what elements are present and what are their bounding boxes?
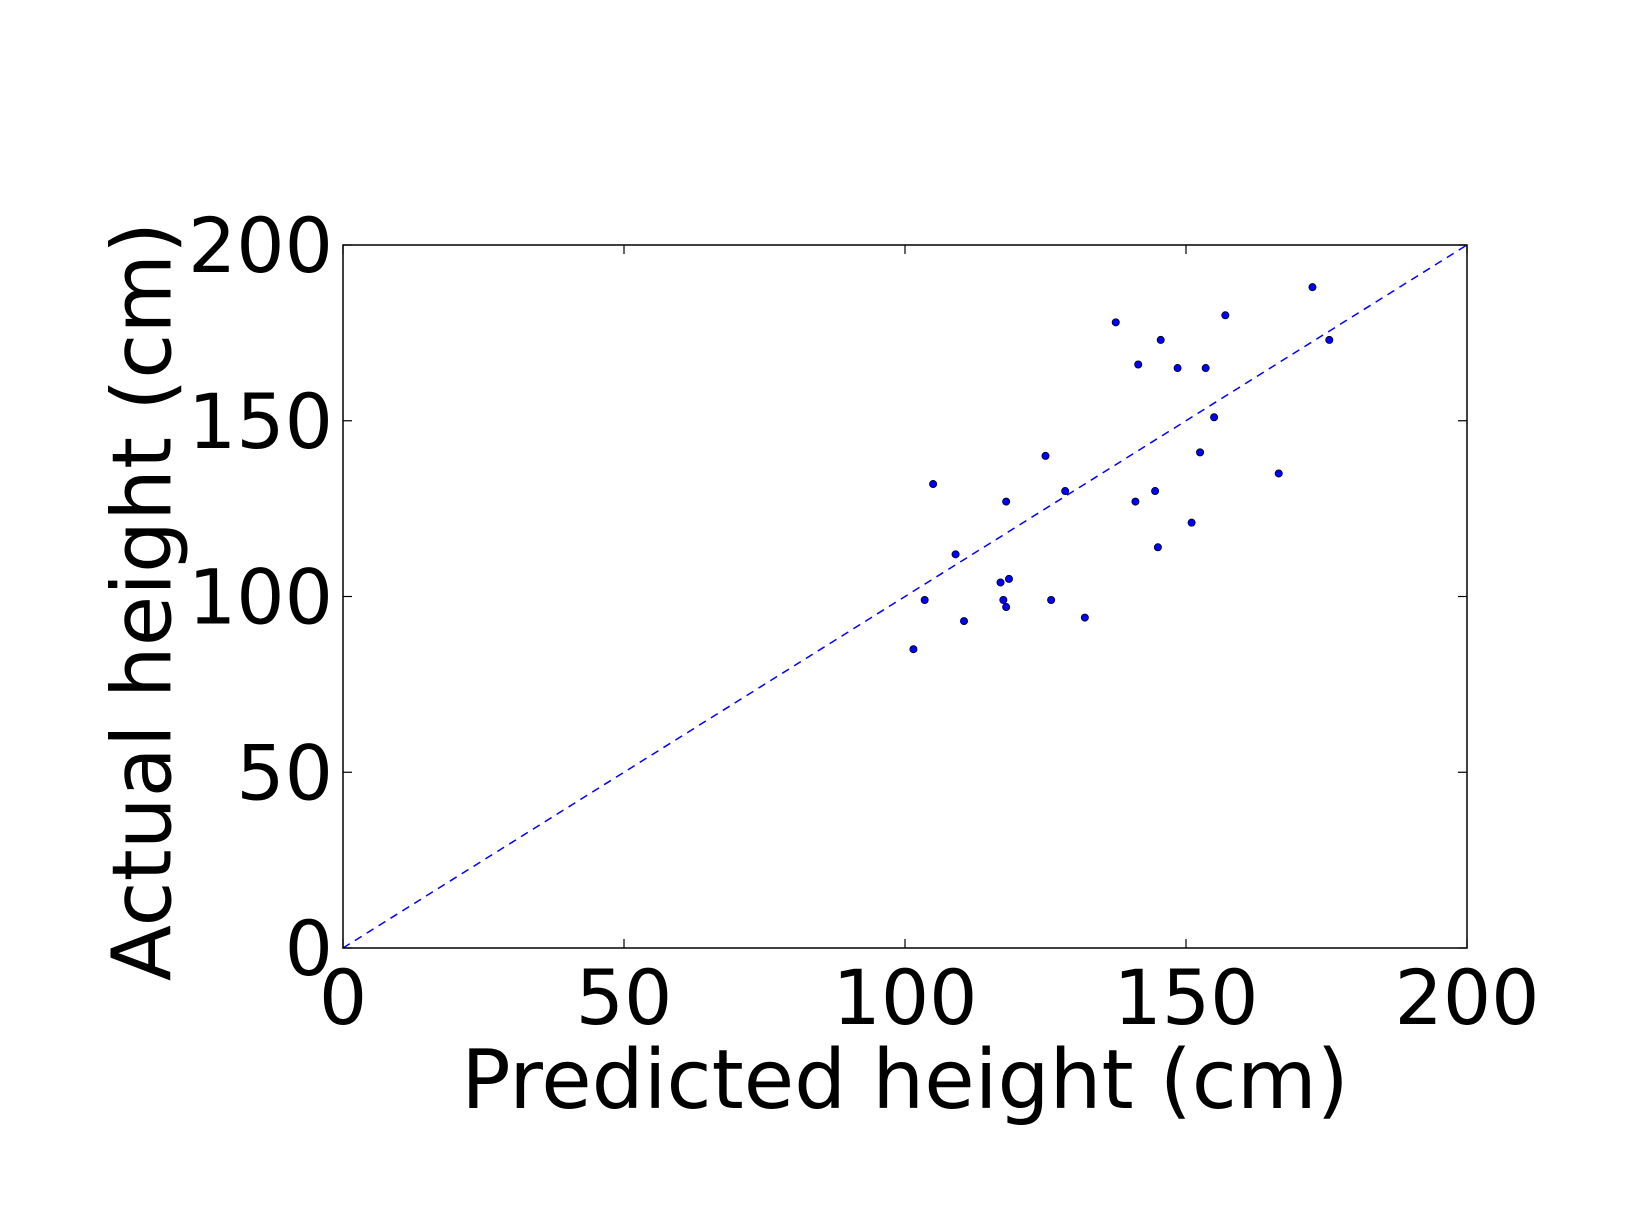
data-point xyxy=(1134,360,1143,369)
data-point xyxy=(929,480,938,489)
data-point xyxy=(1002,497,1011,506)
y-tick-label: 100 xyxy=(188,553,333,642)
data-point xyxy=(1173,364,1182,373)
y-tick-label: 200 xyxy=(188,201,333,290)
y-tick-label: 150 xyxy=(188,377,333,466)
data-point xyxy=(1153,543,1162,552)
data-point xyxy=(1111,318,1120,327)
data-point xyxy=(1041,451,1050,460)
data-point xyxy=(1274,469,1283,478)
data-point xyxy=(1325,335,1334,344)
data-point xyxy=(1201,364,1210,373)
x-tick-label: 0 xyxy=(319,953,367,1042)
data-point xyxy=(960,617,969,626)
x-axis-label: Predicted height (cm) xyxy=(461,1033,1348,1128)
data-point xyxy=(1131,497,1140,506)
data-point xyxy=(920,596,929,605)
data-point xyxy=(1196,448,1205,457)
reference-line xyxy=(342,244,1468,949)
y-tick-label: 50 xyxy=(236,728,333,817)
data-point xyxy=(1047,596,1056,605)
data-point xyxy=(909,645,918,654)
data-point xyxy=(1210,413,1219,422)
data-point xyxy=(1002,603,1011,612)
data-point xyxy=(951,550,960,559)
data-point xyxy=(1156,335,1165,344)
data-point xyxy=(996,578,1005,587)
data-point xyxy=(1151,487,1160,496)
data-point xyxy=(1221,311,1230,320)
y-tick-label: 0 xyxy=(285,904,333,993)
x-tick-label: 50 xyxy=(576,953,673,1042)
x-tick-label: 150 xyxy=(1113,953,1258,1042)
ticks-layer: 0 50 100 150 200 0 50 100 150 200 xyxy=(188,201,1540,1042)
data-point xyxy=(1061,487,1070,496)
reference-line-layer xyxy=(342,244,1468,949)
data-point xyxy=(1187,518,1196,527)
data-point xyxy=(1004,574,1013,583)
data-point xyxy=(999,596,1008,605)
data-point xyxy=(1080,613,1089,622)
x-tick-label: 100 xyxy=(832,953,977,1042)
data-points-layer xyxy=(909,283,1334,654)
data-point xyxy=(1308,283,1317,292)
y-axis-label: Actual height (cm) xyxy=(95,222,190,981)
x-tick-label: 200 xyxy=(1394,953,1539,1042)
